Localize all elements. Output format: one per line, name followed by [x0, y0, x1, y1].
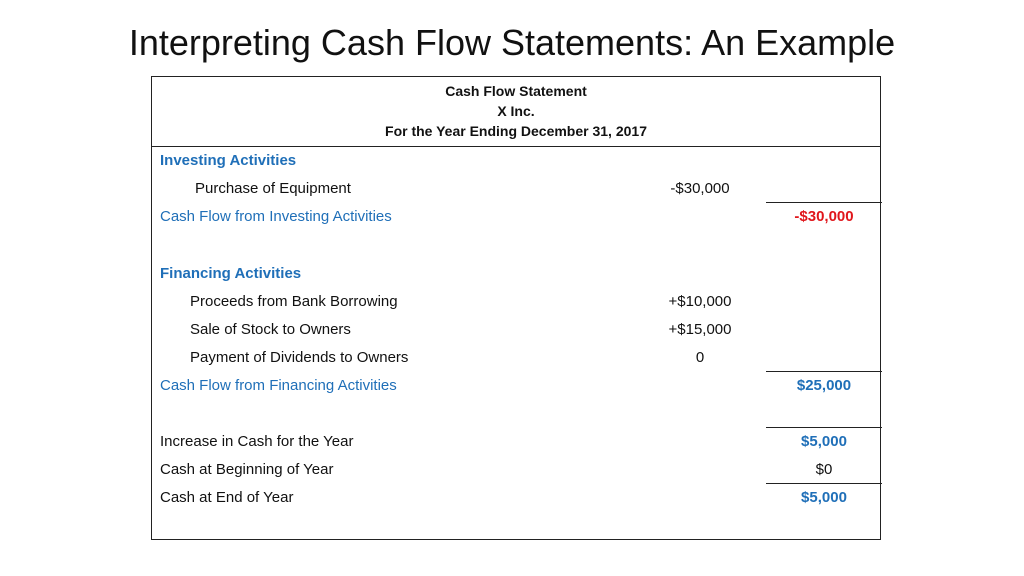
summary-label: Increase in Cash for the Year [160, 433, 354, 450]
summary-label: Cash at End of Year [160, 489, 294, 506]
summary-label: Cash at Beginning of Year [160, 461, 334, 478]
page-title: Interpreting Cash Flow Statements: An Ex… [128, 22, 896, 63]
line-item-label: Proceeds from Bank Borrowing [190, 293, 398, 310]
summary-value: $5,000 [801, 433, 847, 450]
line-item-amount: +$15,000 [668, 321, 732, 338]
total-rule [766, 483, 882, 484]
cash-flow-statement-table: Cash Flow Statement X Inc. For the Year … [151, 76, 882, 540]
line-item-label: Sale of Stock to Owners [190, 321, 351, 338]
investing-total: -$30,000 [794, 208, 854, 225]
company-name: X Inc. [497, 103, 535, 119]
line-item-amount: +$10,000 [668, 293, 732, 310]
line-item-amount: 0 [695, 349, 705, 366]
subtotal-rule [766, 371, 882, 372]
summary-rule [766, 427, 882, 428]
investing-heading: Investing Activities [160, 152, 297, 169]
financing-heading: Financing Activities [160, 265, 302, 282]
summary-value: $0 [815, 461, 833, 478]
line-item-label: Payment of Dividends to Owners [190, 349, 409, 366]
statement-title: Cash Flow Statement [445, 83, 587, 99]
subtotal-rule [766, 202, 882, 203]
summary-value: $5,000 [801, 489, 847, 506]
investing-total-label: Cash Flow from Investing Activities [160, 208, 392, 225]
line-item-amount: -$30,000 [670, 180, 730, 197]
header-divider [152, 146, 880, 147]
financing-total: $25,000 [796, 377, 852, 394]
statement-period: For the Year Ending December 31, 2017 [385, 123, 647, 139]
financing-total-label: Cash Flow from Financing Activities [160, 377, 397, 394]
line-item-label: Purchase of Equipment [195, 180, 351, 197]
